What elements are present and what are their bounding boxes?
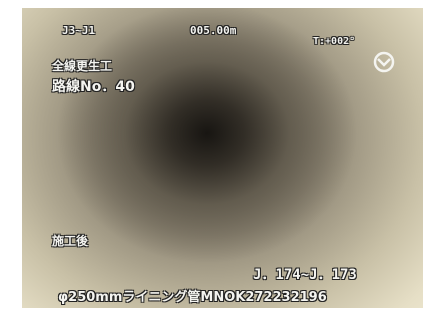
route-label: 路線No．40 bbox=[52, 76, 135, 96]
tilt-label: T:+002° bbox=[313, 36, 355, 47]
orientation-icon bbox=[372, 50, 396, 74]
pipe-info: φ250mmライニング管MNOK272232196 bbox=[58, 286, 327, 305]
work-name: 全線更生工 bbox=[52, 57, 112, 74]
segment-label: J3~J1 bbox=[62, 24, 95, 37]
status-label: 施工後 bbox=[52, 232, 88, 249]
section-label: J．174~J．173 bbox=[253, 264, 357, 284]
camera-view: J3~J1 005.00m T:+002° 全線更生工 路線No．40 施工後 … bbox=[0, 0, 446, 315]
distance-label: 005.00m bbox=[190, 24, 236, 37]
pipe-interior-image bbox=[22, 8, 423, 308]
